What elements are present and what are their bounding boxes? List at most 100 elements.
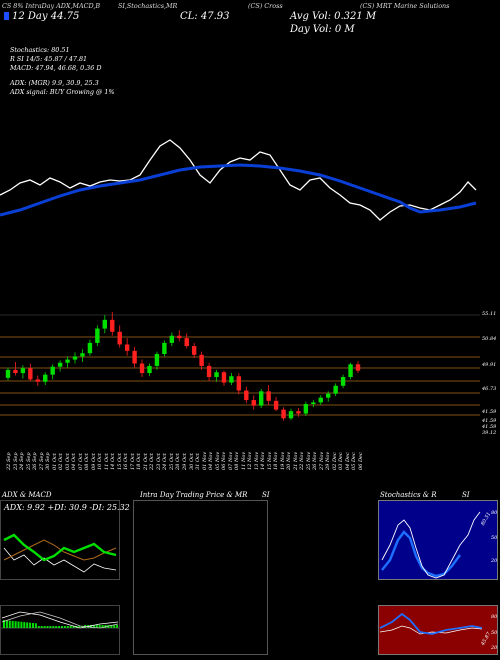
adx-signal-readout: ADX signal: BUY Growing @ 1%: [10, 88, 115, 96]
date-label: 24 Sep: [19, 452, 26, 470]
date-label: 25 Nov: [305, 451, 312, 470]
date-label: 18 Nov: [273, 451, 280, 470]
date-label: 17 Oct: [129, 453, 136, 470]
header-line1-sym: (CS) Cross: [248, 2, 283, 10]
date-label: 27 Sep: [38, 452, 45, 470]
date-label: 11 Nov: [240, 451, 247, 470]
date-label: 14 Nov: [260, 451, 267, 470]
candle-body: [177, 335, 182, 339]
candle-body: [110, 319, 115, 332]
date-label: 13 Nov: [253, 451, 260, 470]
price-axis-label: 50.84: [482, 336, 497, 342]
header-line1-right: (CS) MRT Marine Solutions: [360, 2, 450, 10]
candle-body: [72, 356, 78, 360]
candle-body: [229, 376, 234, 383]
adx-readout: ADX: (MGR) 9.9, 30.9, 25.3: [10, 79, 99, 87]
date-label: 08 Oct: [84, 453, 91, 470]
date-label: 29 Oct: [182, 453, 188, 470]
date-label: 20 Nov: [286, 451, 293, 470]
avg-vol: Avg Vol: 0.321 M: [290, 11, 377, 22]
date-label: 26 Sep: [32, 452, 39, 470]
adx-panel-title: ADX & MACD: [2, 491, 52, 499]
price-axis-label: 39.12: [482, 430, 497, 436]
rsi-readout: R SI 14/5: 45.87 / 47.81: [10, 55, 88, 63]
macd-readout: MACD: 47.94, 46.68, 0.36 D: [10, 64, 102, 72]
candle-body: [28, 368, 33, 380]
candle-body: [355, 364, 361, 371]
candle-body: [169, 335, 175, 343]
white-indicator-line: [0, 139, 477, 221]
main-price-chart: [0, 139, 480, 421]
date-label: 03 Dec: [338, 452, 345, 470]
candle-body: [124, 344, 130, 351]
date-label: 08 Nov: [234, 451, 241, 470]
price-axis-label: 46.73: [482, 386, 497, 392]
date-label: 30 Sep: [45, 452, 52, 470]
date-label: 30 Oct: [188, 453, 195, 470]
close-label: CL: 47.93: [180, 11, 230, 22]
candle-body: [340, 377, 346, 386]
date-label: 21 Oct: [142, 453, 149, 470]
candle-body: [296, 411, 301, 414]
stoch-axis-label: 80: [491, 510, 498, 516]
date-label: 19 Nov: [279, 451, 286, 470]
candle-body: [281, 409, 286, 419]
adx-panel: ADX: 9.92 +DI: 30.9 -DI: 25.32: [0, 500, 130, 580]
date-label: 22 Oct: [149, 453, 156, 470]
candle-body: [87, 342, 93, 354]
header-line1-mid: SI,Stochastics,MR: [118, 2, 178, 10]
header-line2-left: 12 Day 44.75: [12, 11, 80, 22]
header-line1-left: CS 8% IntraDay ADX,MACD,B: [2, 2, 101, 10]
price-axis-label: 41.59: [482, 409, 497, 415]
price-axis-label: 41.59: [482, 418, 497, 424]
candle-body: [288, 411, 294, 419]
date-label: 22 Nov: [299, 451, 306, 470]
candle-body: [191, 346, 197, 355]
intraday-panel-title-si: SI: [262, 491, 270, 499]
date-label: 02 Oct: [58, 453, 65, 470]
candle-body: [102, 319, 108, 329]
date-label: 03 Oct: [64, 453, 71, 470]
candle-body: [326, 393, 331, 398]
rsi-panel: 80 50 20 45.87: [378, 605, 498, 655]
date-label: 18 Oct: [136, 453, 143, 470]
date-label: 15 Nov: [266, 451, 273, 470]
date-label: 11 Oct: [103, 453, 110, 470]
stochastics-readout: Stochastics: 80.51: [10, 46, 70, 54]
candle-body: [43, 374, 48, 382]
date-label: 01 Oct: [51, 453, 58, 470]
stochastics-panel: 80 50 20 80.51: [378, 500, 498, 580]
date-label: 05 Dec: [351, 452, 358, 470]
date-label: 28 Oct: [175, 453, 182, 470]
candle-body: [199, 354, 204, 366]
stoch-panel-title-si: SI: [462, 491, 470, 499]
date-label: 05 Nov: [214, 451, 221, 470]
date-label: 07 Oct: [77, 453, 84, 470]
date-label: 12 Nov: [247, 451, 254, 470]
candle-body: [162, 342, 167, 354]
candle-body: [5, 369, 11, 378]
stoch-value: 80.51: [479, 511, 493, 527]
candle-body: [333, 385, 338, 394]
date-label: 07 Nov: [227, 451, 234, 470]
date-label: 22 Sep: [6, 452, 12, 470]
date-label: 23 Sep: [12, 452, 19, 470]
candle-body: [318, 397, 323, 403]
candle-body: [214, 372, 219, 378]
candle-body: [221, 372, 227, 383]
date-label: 29 Nov: [325, 451, 332, 470]
price-axis-label: 55.11: [482, 311, 497, 317]
rsi-axis-label: 20: [491, 645, 498, 651]
candle-body: [206, 365, 212, 378]
candle-body: [348, 364, 353, 378]
price-axis-label: 49.91: [482, 362, 497, 368]
candle-body: [266, 391, 271, 401]
candle-body: [251, 400, 256, 406]
candle-body: [311, 402, 316, 405]
candle-body: [244, 390, 249, 401]
date-label: 21 Nov: [292, 451, 299, 470]
candle-body: [20, 368, 26, 374]
candle-body: [50, 366, 55, 375]
rsi-axis-label: 80: [491, 614, 498, 620]
date-label: 06 Dec: [358, 452, 364, 470]
